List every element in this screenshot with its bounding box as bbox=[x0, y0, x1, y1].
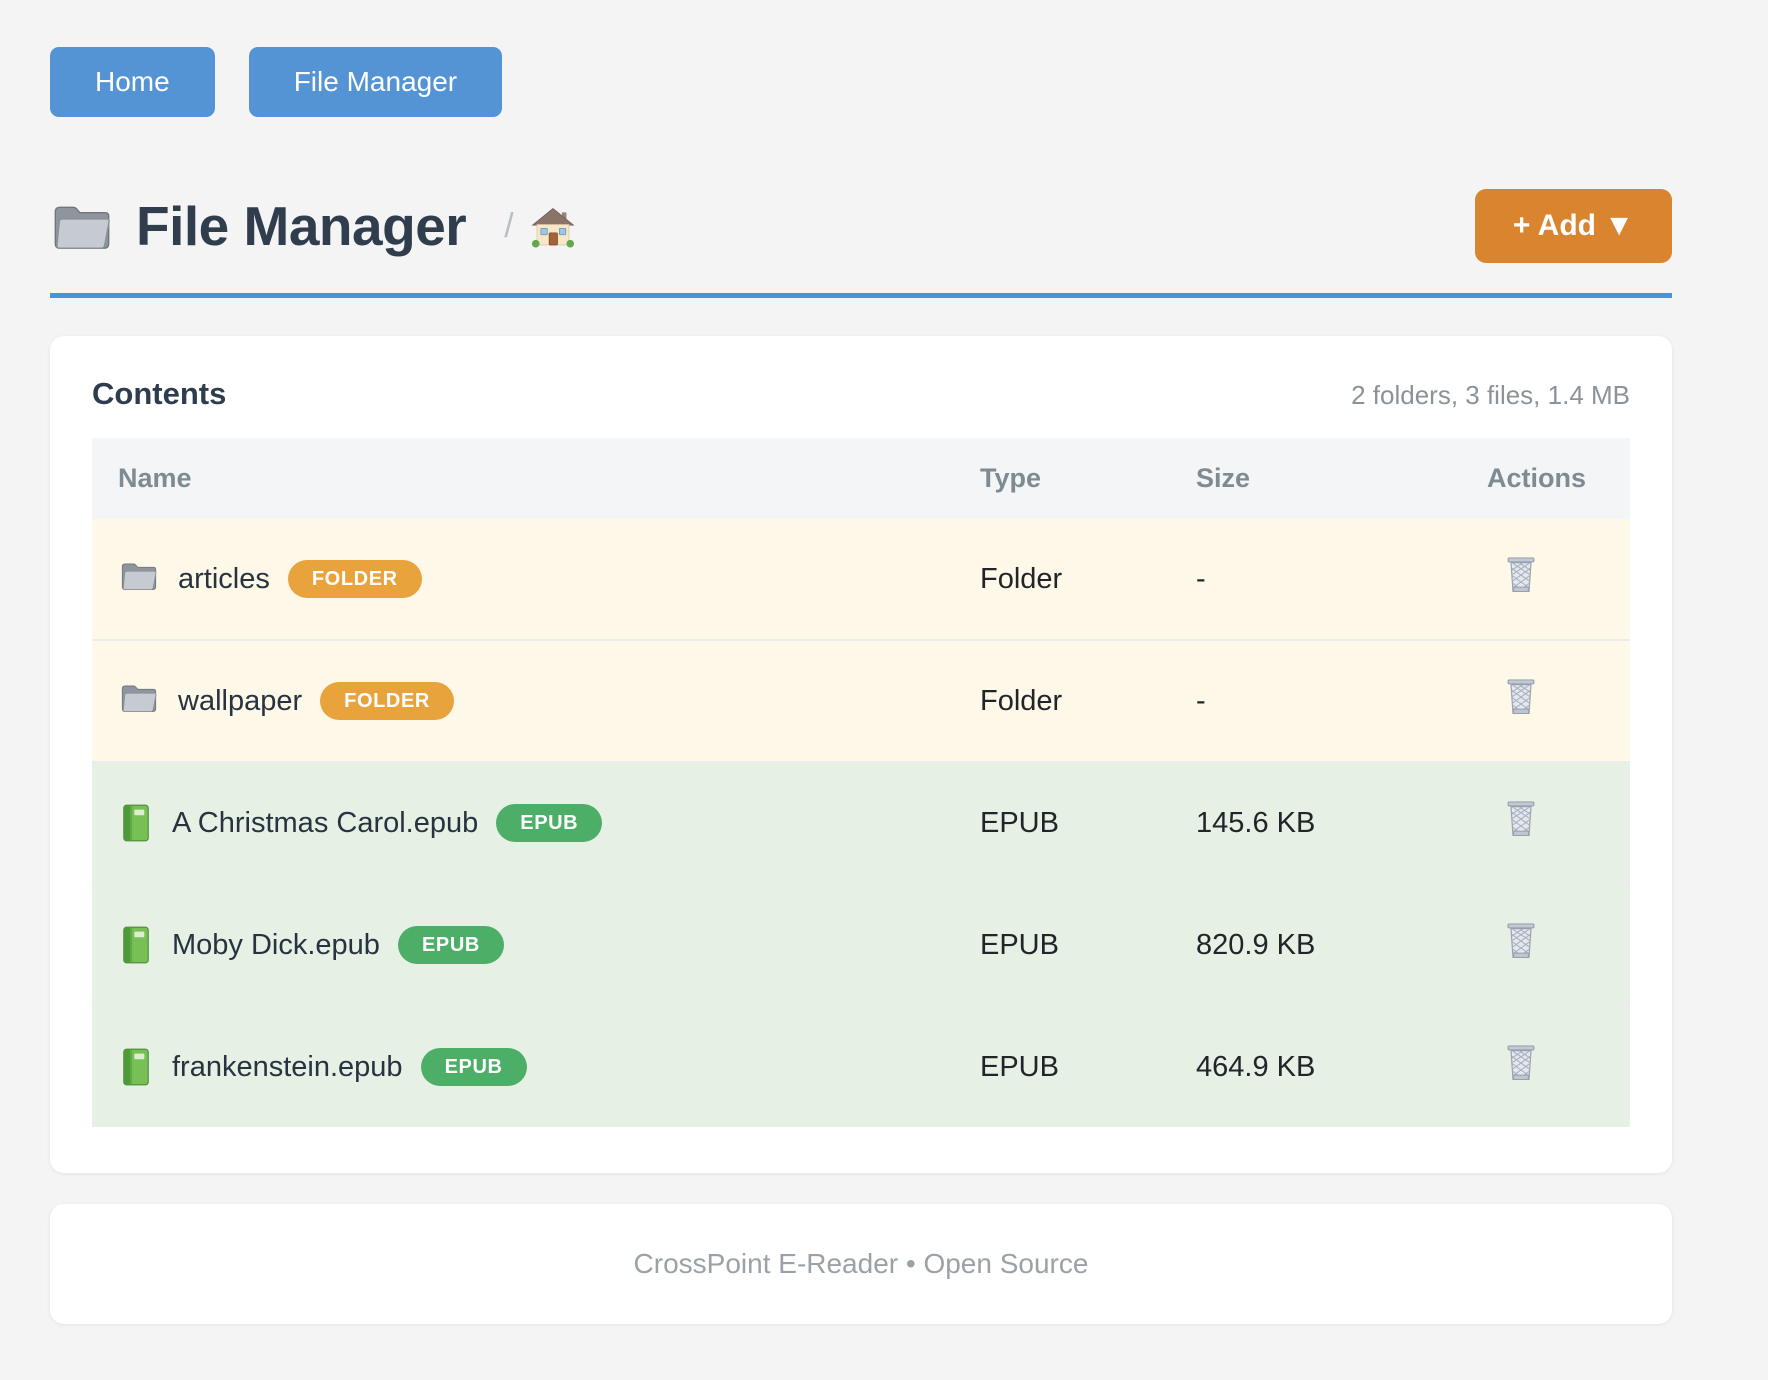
footer: CrossPoint E-Reader • Open Source bbox=[50, 1204, 1672, 1324]
delete-button[interactable] bbox=[1503, 1043, 1539, 1083]
type-badge: EPUB bbox=[420, 1048, 527, 1086]
contents-table-body: articles FOLDER Folder - wallpaper FOLDE… bbox=[92, 519, 1630, 1127]
column-header-type: Type bbox=[954, 438, 1170, 519]
type-cell: EPUB bbox=[980, 928, 1059, 961]
trash-icon bbox=[1503, 1043, 1539, 1083]
size-cell: - bbox=[1196, 684, 1206, 717]
file-name-link[interactable]: frankenstein.epub bbox=[172, 1050, 403, 1083]
folder-icon bbox=[121, 563, 157, 590]
trash-icon bbox=[1503, 921, 1539, 961]
delete-button[interactable] bbox=[1503, 555, 1539, 595]
file-manager-page: Home File Manager File Manager / + Add ▼… bbox=[50, 47, 1672, 1324]
file-name-link[interactable]: wallpaper bbox=[178, 684, 303, 717]
page-title: File Manager bbox=[136, 195, 467, 257]
type-badge: EPUB bbox=[496, 804, 603, 842]
file-name-link[interactable]: Moby Dick.epub bbox=[172, 928, 380, 961]
table-row[interactable]: Moby Dick.epub EPUB EPUB 820.9 KB bbox=[92, 884, 1630, 1006]
type-cell: EPUB bbox=[980, 806, 1059, 839]
contents-summary: 2 folders, 3 files, 1.4 MB bbox=[1351, 380, 1630, 410]
size-cell: 464.9 KB bbox=[1196, 1050, 1316, 1083]
add-button[interactable]: + Add ▼ bbox=[1474, 189, 1672, 263]
size-cell: 820.9 KB bbox=[1196, 928, 1316, 961]
contents-heading: Contents bbox=[92, 376, 227, 411]
book-icon bbox=[123, 926, 149, 964]
table-header-row: Name Type Size Actions bbox=[92, 438, 1630, 519]
type-badge: EPUB bbox=[397, 926, 504, 964]
delete-button[interactable] bbox=[1503, 799, 1539, 839]
type-badge: FOLDER bbox=[287, 560, 422, 598]
size-cell: 145.6 KB bbox=[1196, 806, 1316, 839]
type-badge: FOLDER bbox=[320, 682, 454, 720]
folder-icon bbox=[121, 685, 157, 712]
nav-file-manager-button[interactable]: File Manager bbox=[248, 47, 503, 117]
contents-card-header: Contents 2 folders, 3 files, 1.4 MB bbox=[92, 376, 1630, 412]
delete-button[interactable] bbox=[1503, 921, 1539, 961]
delete-button[interactable] bbox=[1503, 677, 1539, 717]
breadcrumb: / bbox=[504, 206, 514, 245]
table-row[interactable]: articles FOLDER Folder - bbox=[92, 519, 1630, 640]
house-icon[interactable] bbox=[530, 206, 576, 252]
table-row[interactable]: wallpaper FOLDER Folder - bbox=[92, 640, 1630, 762]
files-table: Name Type Size Actions articles FOLDER F… bbox=[92, 438, 1630, 1127]
trash-icon bbox=[1503, 799, 1539, 839]
title-divider bbox=[50, 293, 1672, 298]
column-header-name: Name bbox=[92, 438, 954, 519]
trash-icon bbox=[1503, 555, 1539, 595]
size-cell: - bbox=[1196, 562, 1206, 595]
type-cell: Folder bbox=[980, 684, 1063, 717]
table-row[interactable]: frankenstein.epub EPUB EPUB 464.9 KB bbox=[92, 1006, 1630, 1127]
nav-home-button[interactable]: Home bbox=[50, 47, 215, 117]
footer-text: CrossPoint E-Reader • Open Source bbox=[633, 1248, 1089, 1279]
table-row[interactable]: A Christmas Carol.epub EPUB EPUB 145.6 K… bbox=[92, 762, 1630, 884]
type-cell: Folder bbox=[980, 562, 1063, 595]
top-nav: Home File Manager bbox=[50, 47, 1672, 117]
book-icon bbox=[123, 804, 149, 842]
book-icon bbox=[123, 1048, 149, 1086]
column-header-actions: Actions bbox=[1461, 438, 1630, 519]
file-name-link[interactable]: A Christmas Carol.epub bbox=[172, 806, 479, 839]
page-header: File Manager / + Add ▼ bbox=[50, 189, 1672, 263]
folder-icon bbox=[54, 206, 110, 249]
contents-card: Contents 2 folders, 3 files, 1.4 MB Name… bbox=[50, 336, 1672, 1173]
column-header-size: Size bbox=[1170, 438, 1461, 519]
file-name-link[interactable]: articles bbox=[178, 562, 270, 595]
trash-icon bbox=[1503, 677, 1539, 717]
type-cell: EPUB bbox=[980, 1050, 1059, 1083]
